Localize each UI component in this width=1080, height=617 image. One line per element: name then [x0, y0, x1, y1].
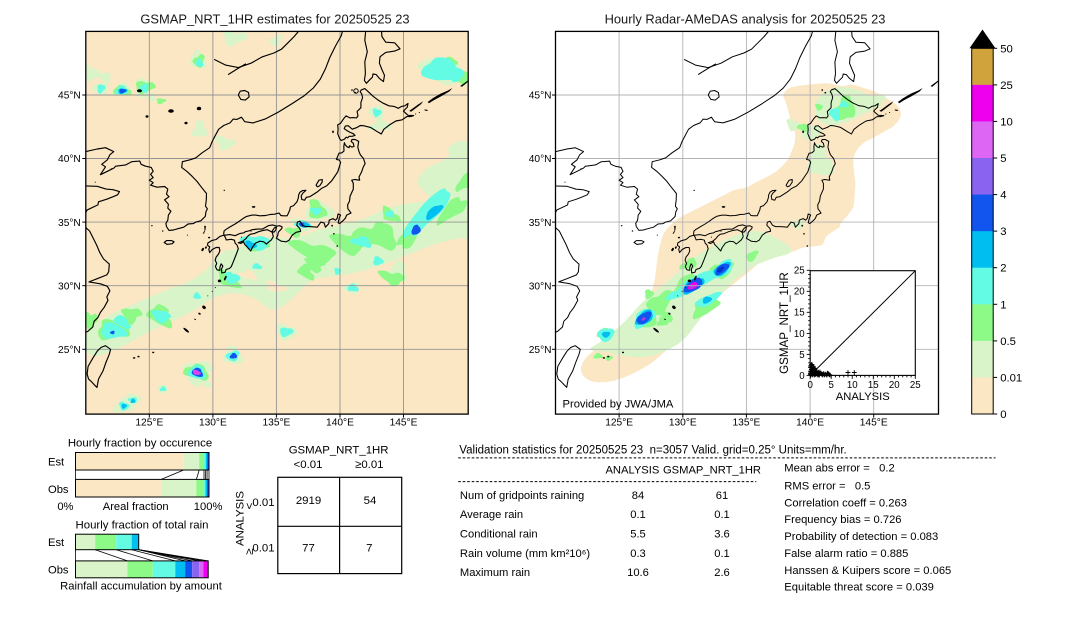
svg-text:Equitable threat score = 0.039: Equitable threat score = 0.039 — [784, 581, 934, 593]
svg-text:Maximum rain: Maximum rain — [460, 567, 530, 579]
svg-text:Hourly fraction of total rain: Hourly fraction of total rain — [76, 519, 209, 531]
svg-text:Average rain: Average rain — [460, 509, 523, 521]
svg-text:10: 10 — [1000, 116, 1013, 128]
svg-text:Probability of detection = 0.0: Probability of detection = 0.083 — [784, 531, 938, 543]
svg-text:0.3: 0.3 — [630, 548, 646, 560]
svg-text:140°E: 140°E — [796, 418, 824, 429]
svg-text:15: 15 — [868, 380, 879, 391]
svg-text:RMS error = 0.5: RMS error = 0.5 — [784, 480, 870, 492]
svg-text:0: 0 — [808, 380, 814, 391]
svg-text:Conditional rain: Conditional rain — [460, 529, 538, 541]
svg-text:145°E: 145°E — [860, 418, 888, 429]
svg-text:Hanssen & Kuipers score = 0.06: Hanssen & Kuipers score = 0.065 — [784, 565, 951, 577]
svg-text:100%: 100% — [194, 501, 223, 513]
svg-text:ANALYSIS: ANALYSIS — [235, 491, 247, 546]
svg-text:Est: Est — [48, 457, 65, 469]
svg-text:False alarm ratio = 0.885: False alarm ratio = 0.885 — [784, 548, 908, 560]
svg-text:40°N: 40°N — [529, 154, 552, 165]
svg-text:20: 20 — [794, 287, 805, 298]
svg-text:5: 5 — [829, 380, 834, 391]
svg-text:Obs: Obs — [48, 484, 69, 496]
svg-text:1: 1 — [1000, 299, 1006, 311]
svg-text:Obs: Obs — [48, 564, 69, 576]
svg-text:3.6: 3.6 — [714, 529, 730, 541]
svg-text:Est: Est — [48, 537, 65, 549]
svg-text:Areal fraction: Areal fraction — [103, 501, 169, 513]
svg-text:0.1: 0.1 — [630, 509, 646, 521]
svg-text:2.6: 2.6 — [714, 567, 730, 579]
svg-text:Validation statistics for 2025: Validation statistics for 20250525 23 n=… — [459, 445, 846, 457]
svg-text:145°E: 145°E — [390, 418, 418, 429]
svg-text:10: 10 — [794, 329, 805, 340]
svg-text:Mean abs error = 0.2: Mean abs error = 0.2 — [784, 462, 894, 474]
svg-text:135°E: 135°E — [262, 418, 290, 429]
svg-text:2919: 2919 — [296, 495, 321, 507]
svg-text:10: 10 — [847, 380, 858, 391]
svg-text:130°E: 130°E — [669, 418, 697, 429]
svg-text:4: 4 — [1000, 190, 1006, 202]
svg-text:2: 2 — [1000, 263, 1006, 275]
svg-text:25: 25 — [910, 380, 921, 391]
svg-text:45°N: 45°N — [58, 91, 81, 102]
svg-text:Correlation coeff = 0.263: Correlation coeff = 0.263 — [784, 497, 907, 509]
svg-text:ANALYSIS: ANALYSIS — [836, 391, 890, 403]
svg-text:30°N: 30°N — [58, 281, 81, 292]
svg-text:35°N: 35°N — [58, 218, 81, 229]
svg-text:15: 15 — [794, 308, 805, 319]
svg-text:54: 54 — [364, 495, 377, 507]
svg-text:GSMAP_NRT_1HR estimates for 20: GSMAP_NRT_1HR estimates for 20250525 23 — [140, 12, 409, 27]
svg-text:Frequency bias = 0.726: Frequency bias = 0.726 — [784, 514, 901, 526]
svg-text:7: 7 — [366, 543, 372, 555]
svg-text:140°E: 140°E — [326, 418, 354, 429]
svg-text:135°E: 135°E — [732, 418, 760, 429]
svg-text:50: 50 — [1000, 43, 1013, 55]
svg-text:GSMAP_NRT_1HR: GSMAP_NRT_1HR — [289, 445, 389, 457]
svg-text:0.1: 0.1 — [714, 509, 730, 521]
svg-text:30°N: 30°N — [529, 281, 552, 292]
svg-text:25: 25 — [1000, 80, 1013, 92]
svg-text:0%: 0% — [57, 501, 73, 513]
svg-text:Hourly fraction by occurence: Hourly fraction by occurence — [68, 438, 212, 450]
svg-text:61: 61 — [716, 490, 728, 502]
svg-text:5: 5 — [799, 350, 804, 361]
svg-text:5.5: 5.5 — [630, 529, 646, 541]
svg-text:45°N: 45°N — [529, 91, 552, 102]
svg-text:130°E: 130°E — [199, 418, 227, 429]
svg-text:77: 77 — [302, 543, 315, 555]
svg-text:≥: ≥ — [244, 548, 256, 554]
svg-text:40°N: 40°N — [58, 154, 81, 165]
svg-text:0.5: 0.5 — [1000, 336, 1016, 348]
svg-text:25°N: 25°N — [529, 345, 552, 356]
svg-text:Rainfall accumulation by amoun: Rainfall accumulation by amount — [60, 581, 223, 593]
svg-text:125°E: 125°E — [135, 418, 163, 429]
svg-text:35°N: 35°N — [529, 218, 552, 229]
svg-text:0: 0 — [1000, 409, 1006, 421]
svg-text:0: 0 — [799, 371, 805, 382]
svg-text:3: 3 — [1000, 226, 1006, 238]
svg-text:0.01: 0.01 — [1000, 372, 1022, 384]
svg-text:10.6: 10.6 — [627, 567, 649, 579]
svg-text:Hourly Radar-AMeDAS analysis f: Hourly Radar-AMeDAS analysis for 2025052… — [605, 12, 886, 27]
svg-text:5: 5 — [1000, 153, 1006, 165]
svg-text:Provided by JWA/JMA: Provided by JWA/JMA — [563, 399, 674, 411]
svg-text:Num of gridpoints raining: Num of gridpoints raining — [460, 490, 584, 502]
svg-text:125°E: 125°E — [605, 418, 633, 429]
svg-text:ANALYSIS: ANALYSIS — [605, 465, 659, 477]
svg-text:<0.01: <0.01 — [294, 459, 323, 471]
svg-text:20: 20 — [889, 380, 900, 391]
svg-text:≥0.01: ≥0.01 — [355, 459, 383, 471]
svg-text:Rain volume (mm km²10⁶): Rain volume (mm km²10⁶) — [460, 548, 590, 560]
svg-text:84: 84 — [632, 490, 644, 502]
svg-text:GSMAP_NRT_1HR: GSMAP_NRT_1HR — [778, 272, 791, 374]
svg-text:0.1: 0.1 — [714, 548, 730, 560]
svg-text:GSMAP_NRT_1HR: GSMAP_NRT_1HR — [663, 465, 761, 477]
svg-text:25°N: 25°N — [58, 345, 81, 356]
svg-text:25: 25 — [794, 266, 805, 277]
